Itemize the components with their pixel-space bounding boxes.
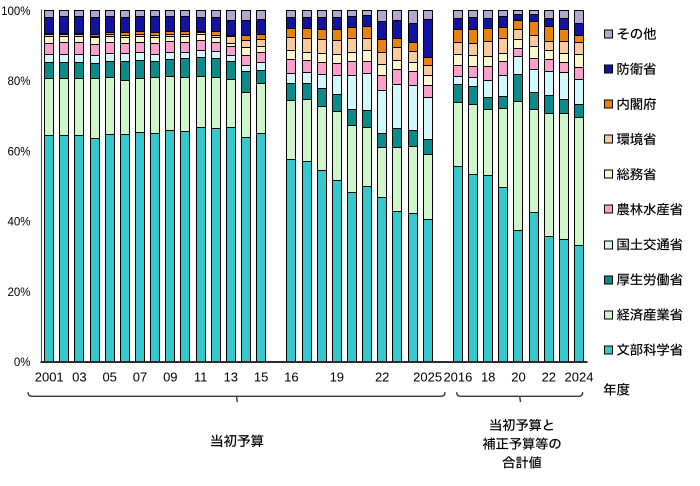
svg-text:09: 09 bbox=[163, 370, 177, 385]
svg-text:2001: 2001 bbox=[35, 370, 64, 385]
svg-text:05: 05 bbox=[102, 370, 116, 385]
svg-text:20%: 20% bbox=[7, 287, 30, 299]
svg-text:11: 11 bbox=[194, 370, 208, 385]
svg-text:20: 20 bbox=[511, 370, 525, 385]
svg-text:0%: 0% bbox=[14, 357, 31, 369]
svg-text:2024: 2024 bbox=[565, 370, 594, 385]
svg-text:18: 18 bbox=[481, 370, 495, 385]
svg-text:80%: 80% bbox=[7, 76, 30, 88]
svg-text:22: 22 bbox=[542, 370, 556, 385]
svg-text:13: 13 bbox=[224, 370, 238, 385]
svg-text:22: 22 bbox=[375, 370, 389, 385]
svg-text:40%: 40% bbox=[7, 217, 30, 229]
svg-text:16: 16 bbox=[284, 370, 298, 385]
svg-text:19: 19 bbox=[330, 370, 344, 385]
svg-text:2025: 2025 bbox=[413, 370, 442, 385]
svg-text:60%: 60% bbox=[7, 146, 30, 158]
svg-text:07: 07 bbox=[133, 370, 147, 385]
svg-text:03: 03 bbox=[72, 370, 86, 385]
svg-text:15: 15 bbox=[254, 370, 268, 385]
svg-text:2016: 2016 bbox=[443, 370, 472, 385]
svg-text:100%: 100% bbox=[1, 6, 30, 18]
